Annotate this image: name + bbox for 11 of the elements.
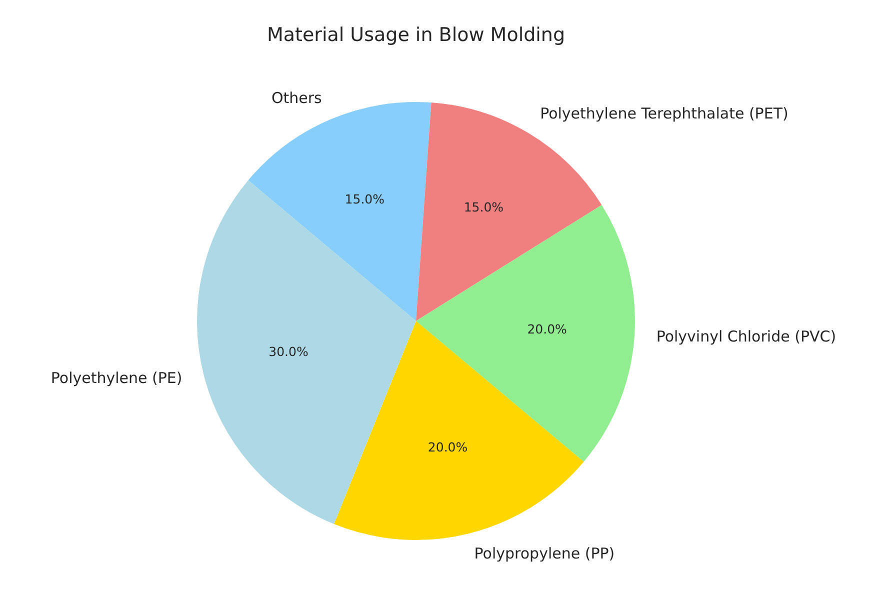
data-label: 15.0% — [464, 200, 504, 215]
slice-label: Polyethylene Terephthalate (PET) — [540, 104, 788, 122]
chart-title: Material Usage in Blow Molding — [266, 24, 566, 46]
slice-label: Polyvinyl Chloride (PVC) — [656, 328, 836, 346]
slice-label: Others — [271, 89, 322, 108]
data-label: 20.0% — [428, 440, 468, 455]
data-label: 30.0% — [268, 344, 308, 360]
data-label: 15.0% — [344, 191, 385, 206]
slice-label: Polyethylene (PE) — [50, 369, 182, 388]
slice-label: Polypropylene (PP) — [474, 544, 615, 563]
data-label: 20.0% — [527, 321, 568, 336]
